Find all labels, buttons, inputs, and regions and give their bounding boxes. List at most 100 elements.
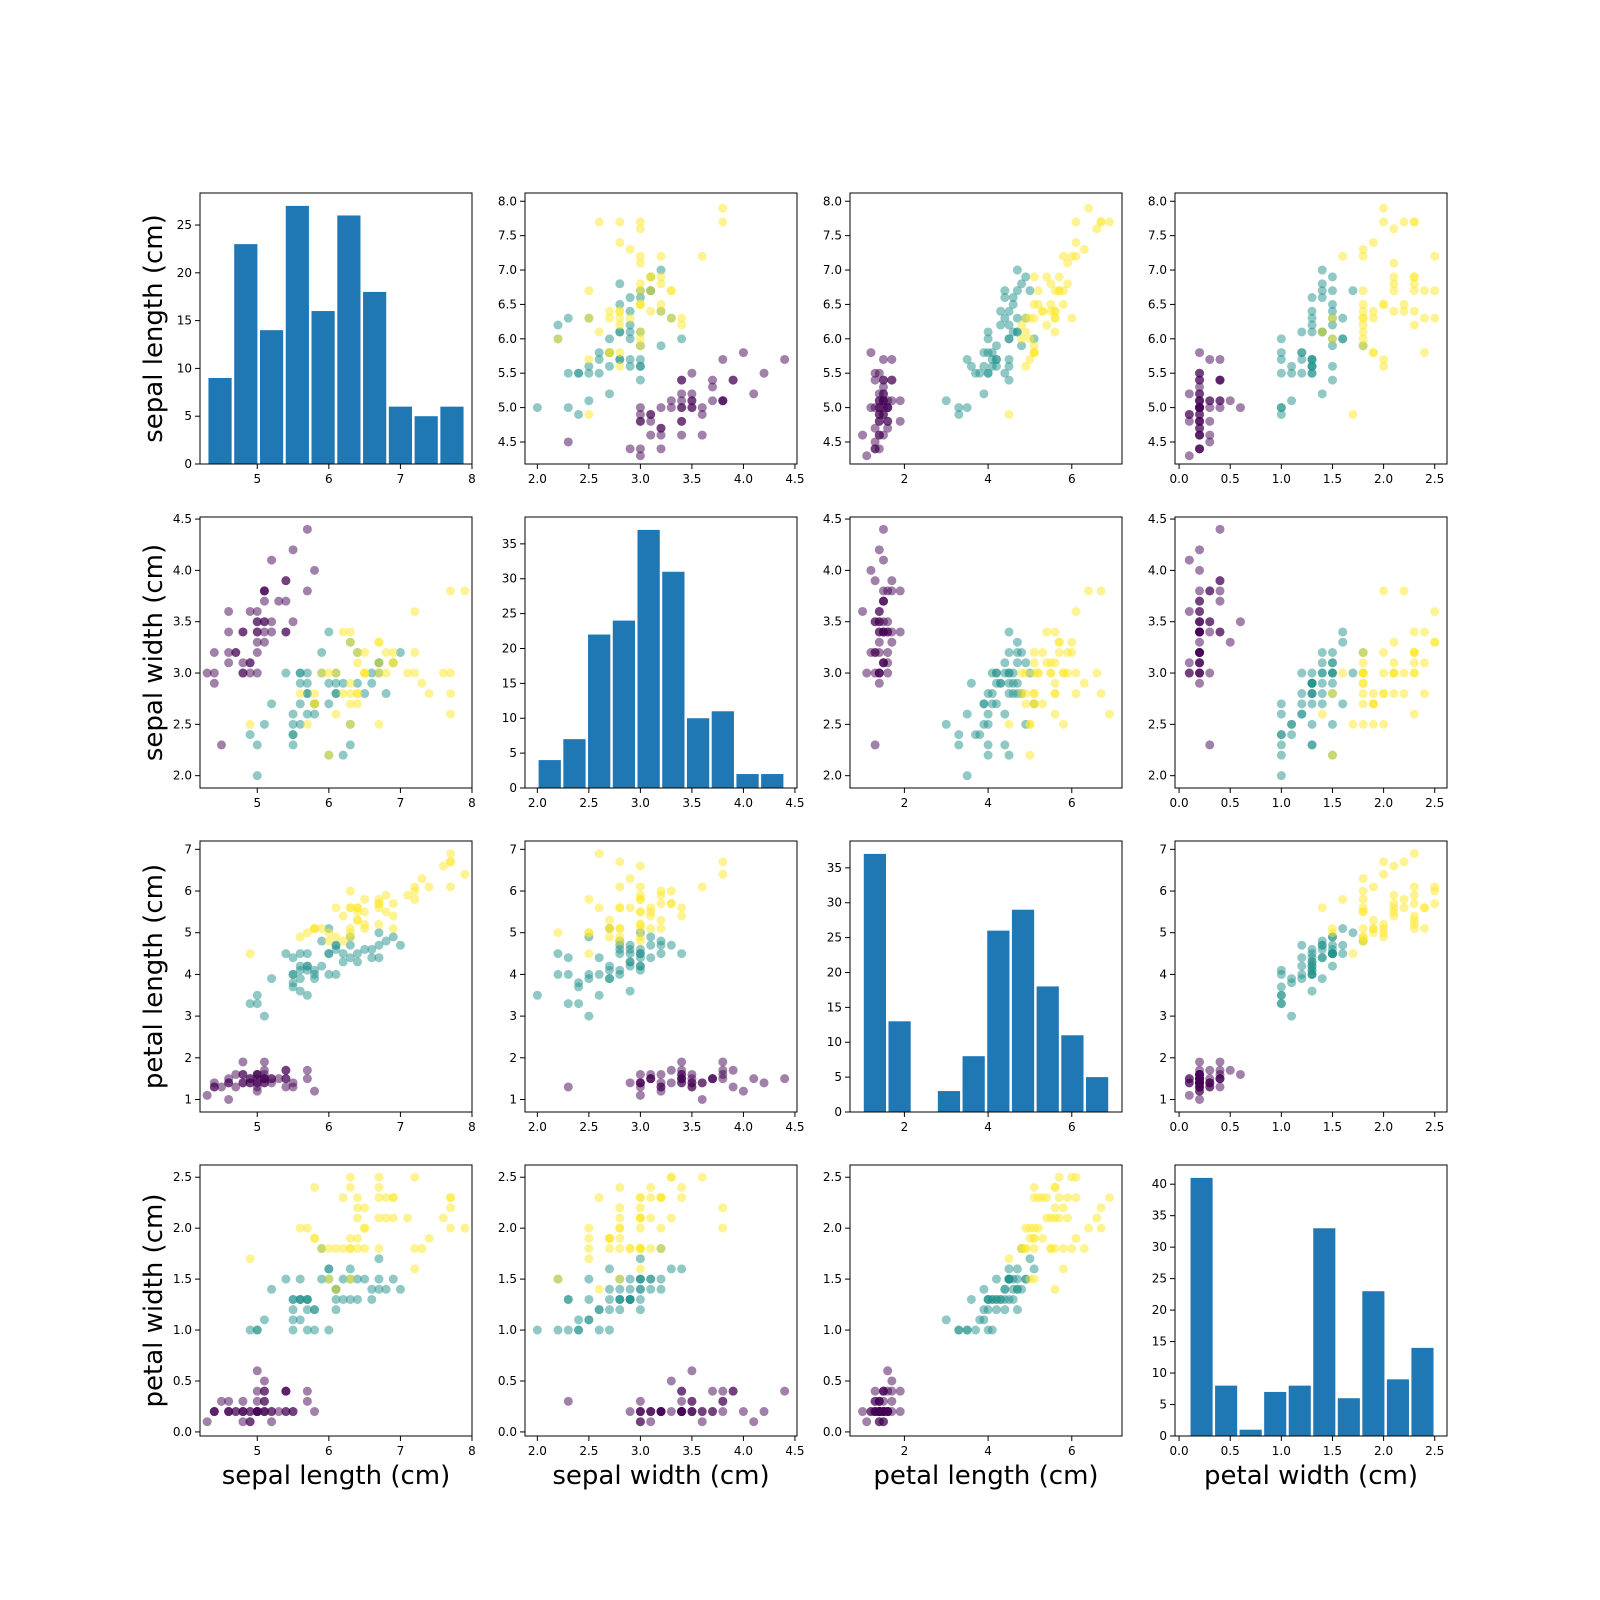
- scatter-point: [635, 1396, 645, 1406]
- scatter-point: [635, 1223, 645, 1233]
- scatter-point: [360, 944, 370, 954]
- scatter-point: [1205, 617, 1215, 627]
- scatter-point: [238, 1057, 248, 1067]
- scatter-point: [883, 403, 893, 413]
- scatter-point: [1215, 1074, 1225, 1084]
- subplot-r2-c0: 5 6 7 8 1 2 3 4 5 6 7: [184, 840, 476, 1134]
- scatter-point: [1327, 719, 1337, 729]
- scatter-point: [635, 1417, 645, 1427]
- scatter-point: [1033, 286, 1043, 296]
- scatter-point: [718, 396, 728, 406]
- scatter-point: [288, 719, 298, 729]
- scatter-point: [1042, 627, 1052, 637]
- scatter-point: [1358, 936, 1368, 946]
- scatter-point: [594, 348, 604, 358]
- x-tick-label: 1.0: [1272, 1120, 1291, 1134]
- scatter-point: [1012, 313, 1022, 323]
- scatter-point: [625, 354, 635, 364]
- scatter-point: [245, 668, 255, 678]
- scatter-point: [1420, 348, 1430, 358]
- scatter-point: [625, 320, 635, 330]
- scatter-point: [1338, 313, 1348, 323]
- scatter-point: [718, 1223, 728, 1233]
- scatter-point: [1000, 740, 1010, 750]
- x-tick-label: 1.0: [1272, 472, 1291, 486]
- scatter-point: [345, 1182, 355, 1192]
- scatter-point: [1012, 637, 1022, 647]
- scatter-point: [615, 882, 625, 892]
- scatter-point: [635, 217, 645, 227]
- scatter-point: [656, 1284, 666, 1294]
- scatter-point: [252, 1078, 262, 1088]
- scatter-point: [1184, 409, 1194, 419]
- scatter-point: [202, 1090, 212, 1100]
- scatter-point: [1276, 990, 1286, 1000]
- scatter-point: [1389, 668, 1399, 678]
- scatter-point: [1389, 306, 1399, 316]
- scatter-point: [446, 849, 456, 859]
- y-tick-label: 4.0: [823, 563, 842, 577]
- scatter-point: [1225, 396, 1235, 406]
- scatter-point: [615, 1274, 625, 1284]
- scatter-point: [388, 911, 398, 921]
- scatter-point: [1409, 668, 1419, 678]
- y-tick-label: 25: [502, 607, 517, 621]
- scatter-point: [708, 375, 718, 385]
- scatter-point: [381, 1213, 391, 1223]
- scatter-point: [281, 1407, 291, 1417]
- scatter-point: [1399, 689, 1409, 699]
- scatter-point: [324, 949, 334, 959]
- subplot-r3-c3: 0.0 0.5 1.0 1.5 2.0 2.5 0 5 10 15 20 25 30 35 40: [1152, 1164, 1448, 1458]
- scatter-point: [635, 375, 645, 385]
- scatter-point: [1054, 648, 1064, 657]
- axes-frame: [524, 840, 798, 1113]
- scatter-point: [1050, 689, 1060, 699]
- scatter-point: [1008, 1294, 1018, 1304]
- scatter-point: [1071, 1233, 1081, 1243]
- hist-bar: [1239, 1429, 1262, 1436]
- y-tick-label: 35: [827, 861, 842, 875]
- scatter-point: [288, 953, 298, 963]
- scatter-point: [1287, 361, 1297, 371]
- x-tick-label: 3.0: [631, 1444, 650, 1458]
- scatter-point: [1225, 637, 1235, 647]
- scatter-point: [1276, 750, 1286, 760]
- scatter-point: [1021, 658, 1031, 668]
- scatter-point: [1071, 217, 1081, 227]
- scatter-point: [252, 990, 262, 1000]
- scatter-point: [635, 327, 645, 337]
- scatter-point: [983, 334, 993, 344]
- scatter-point: [635, 258, 645, 268]
- scatter-point: [874, 409, 884, 419]
- axes-frame: [199, 1164, 473, 1437]
- hist-bar: [1264, 1391, 1287, 1436]
- x-tick-label: 3.5: [682, 472, 701, 486]
- scatter-point: [1389, 272, 1399, 282]
- scatter-point: [635, 944, 645, 954]
- scatter-point: [1029, 1274, 1039, 1284]
- scatter-point: [1368, 313, 1378, 323]
- hist-bar: [761, 774, 784, 788]
- scatter-point: [983, 750, 993, 760]
- scatter-point: [1037, 699, 1047, 709]
- scatter-point: [677, 1264, 687, 1274]
- scatter-point: [360, 1203, 370, 1213]
- scatter-point: [374, 919, 384, 929]
- hist-bar: [1190, 1177, 1213, 1436]
- scatter-point: [870, 437, 880, 447]
- subplot-r3-c0: 5 6 7 8 0.0 0.5 1.0 1.5 2.0 2.5: [173, 1164, 476, 1458]
- scatter-point: [302, 1074, 312, 1084]
- scatter-point: [381, 907, 391, 917]
- scatter-point: [295, 1274, 305, 1284]
- scatter-point: [1195, 678, 1205, 688]
- scatter-point: [374, 719, 384, 729]
- scatter-point: [252, 1366, 262, 1376]
- scatter-point: [615, 1182, 625, 1192]
- x-tick-label: 7: [397, 1120, 405, 1134]
- scatter-point: [1358, 306, 1368, 316]
- scatter-point: [1071, 668, 1081, 678]
- scatter-point: [288, 1325, 298, 1335]
- scatter-point: [666, 1264, 676, 1274]
- scatter-point: [987, 1325, 997, 1335]
- scatter-point: [759, 1407, 769, 1417]
